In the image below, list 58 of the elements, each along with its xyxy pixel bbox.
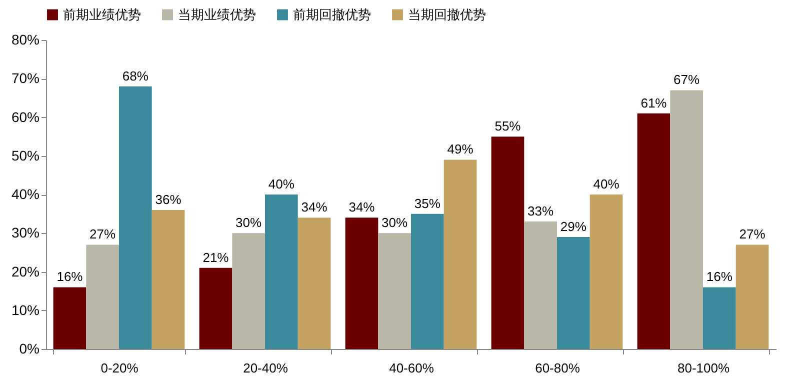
data-label: 35%: [414, 196, 441, 211]
y-tick-label: 0%: [19, 340, 40, 356]
data-label: 27%: [90, 226, 116, 242]
legend-label: 当期回撤优势: [408, 6, 486, 22]
data-label: 16%: [706, 269, 733, 284]
data-label: 21%: [202, 250, 230, 265]
bar: [119, 86, 152, 349]
bar: [557, 236, 590, 349]
y-tick-label: 30%: [11, 224, 40, 241]
data-label: 34%: [348, 200, 376, 215]
data-label: 68%: [122, 68, 149, 84]
y-tick-label: 70%: [11, 70, 40, 86]
data-label: 36%: [155, 192, 182, 207]
bar: [378, 233, 411, 349]
bar: [199, 268, 232, 349]
data-label: 30%: [382, 215, 408, 230]
bar: [345, 218, 378, 349]
y-tick-label: 60%: [11, 108, 40, 125]
x-tick-label: 80-100%: [677, 360, 730, 376]
data-label: 67%: [674, 72, 700, 88]
bar: [411, 214, 444, 349]
bar: [491, 136, 524, 349]
x-tick-label: 60-80%: [535, 360, 580, 376]
y-tick-label: 80%: [11, 32, 40, 48]
data-label: 49%: [447, 142, 474, 157]
bar: [232, 233, 265, 349]
x-tick-label: 0-20%: [100, 360, 139, 376]
y-tick-label: 50%: [11, 147, 40, 164]
data-label: 30%: [236, 215, 262, 230]
data-label: 40%: [593, 176, 620, 192]
bar: [524, 222, 557, 349]
data-label: 33%: [528, 204, 554, 219]
data-label: 61%: [640, 95, 668, 110]
legend-label: 前期业绩优势: [63, 6, 141, 22]
bar: [637, 113, 670, 349]
y-tick-label: 10%: [11, 302, 40, 318]
bar: [670, 90, 703, 349]
bar: [53, 287, 86, 349]
legend-label: 当期业绩优势: [178, 6, 256, 22]
data-label: 40%: [268, 176, 295, 192]
data-label: 55%: [494, 118, 522, 134]
bar: [152, 210, 185, 349]
bar: [444, 160, 477, 349]
legend-label: 前期回撤优势: [293, 6, 371, 22]
bar: [298, 218, 331, 349]
y-tick-label: 20%: [11, 263, 40, 280]
data-label: 27%: [739, 226, 766, 242]
y-tick-label: 40%: [11, 186, 40, 202]
x-tick-label: 20-40%: [243, 360, 288, 376]
bar: [736, 244, 769, 349]
data-label: 16%: [56, 269, 84, 284]
bar: [590, 194, 623, 349]
x-tick-label: 40-60%: [389, 360, 434, 376]
bar: [703, 287, 736, 349]
data-label: 29%: [560, 218, 587, 234]
data-label: 34%: [301, 200, 328, 215]
bar: [265, 194, 298, 349]
bar: [86, 244, 119, 349]
